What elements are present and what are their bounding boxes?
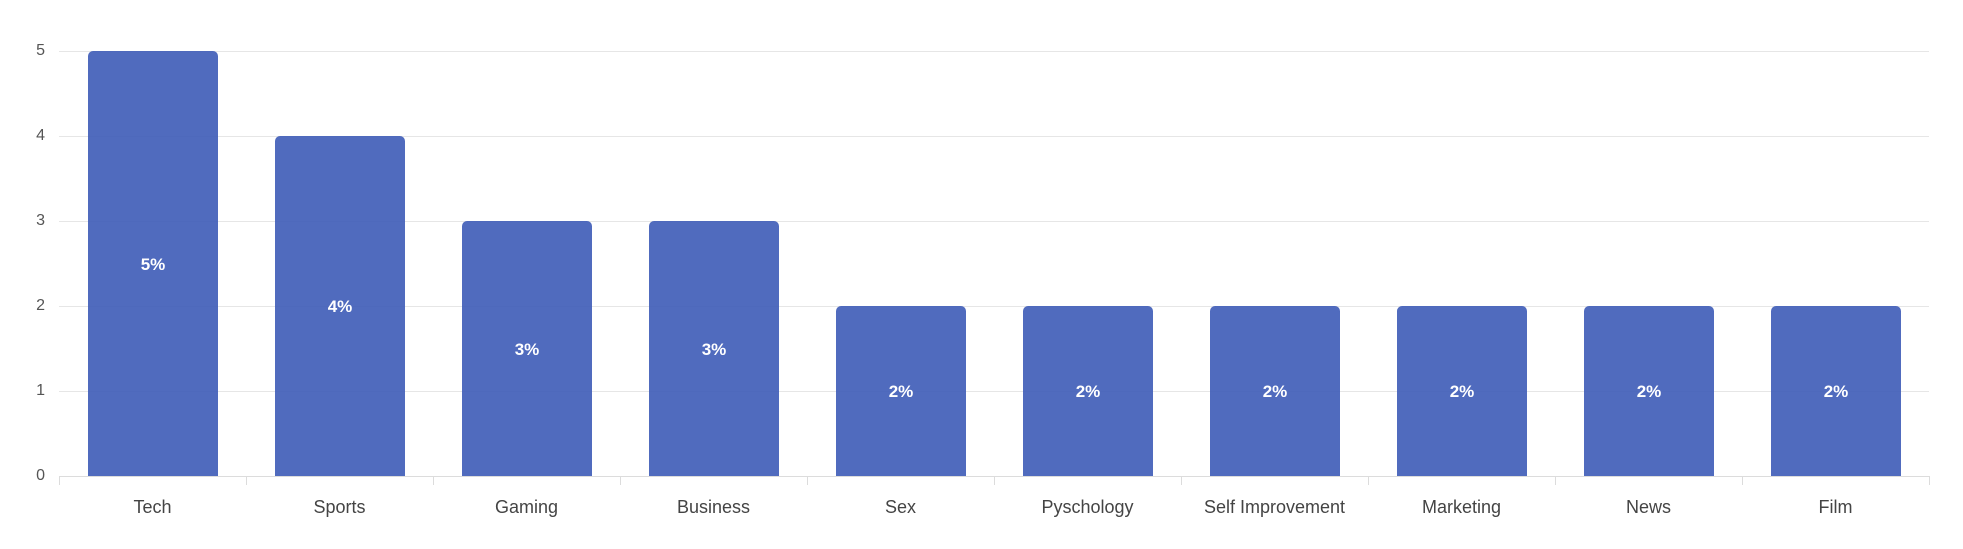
bar-marketing[interactable] xyxy=(1397,306,1527,476)
x-tick-mark xyxy=(807,476,808,485)
x-tick-mark xyxy=(994,476,995,485)
bar-sports[interactable] xyxy=(275,136,405,476)
y-tick-label: 5 xyxy=(36,42,45,59)
bar-self-improvement[interactable] xyxy=(1210,306,1340,476)
gridline xyxy=(59,221,1929,222)
bar-data-label: 2% xyxy=(1075,382,1101,401)
x-tick-mark xyxy=(1368,476,1369,485)
x-tick-mark xyxy=(246,476,247,485)
x-tick-mark xyxy=(59,476,60,485)
y-tick-label: 2 xyxy=(36,297,45,314)
gridline xyxy=(59,51,1929,52)
bar-data-label: 2% xyxy=(1449,382,1475,401)
bar-gaming[interactable] xyxy=(462,221,592,476)
x-category-label: Business xyxy=(676,497,751,517)
x-category-label: Film xyxy=(1818,497,1853,517)
bar-data-label: 5% xyxy=(140,255,166,274)
x-category-label: Pyschology xyxy=(1041,497,1134,517)
x-category-label: Self Improvement xyxy=(1203,497,1346,517)
gridline xyxy=(59,136,1929,137)
gridline xyxy=(59,391,1929,392)
x-tick-mark xyxy=(1929,476,1930,485)
bar-pyschology[interactable] xyxy=(1023,306,1153,476)
bar-film[interactable] xyxy=(1771,306,1901,476)
x-tick-mark xyxy=(1555,476,1556,485)
bar-data-label: 2% xyxy=(1823,382,1849,401)
bar-data-label: 4% xyxy=(327,297,353,316)
y-tick-label: 3 xyxy=(36,212,45,229)
x-category-label: Gaming xyxy=(494,497,559,517)
bar-sex[interactable] xyxy=(836,306,966,476)
x-category-label: Marketing xyxy=(1421,497,1502,517)
bar-data-label: 2% xyxy=(1636,382,1662,401)
bar-data-label: 2% xyxy=(1262,382,1288,401)
y-tick-label: 0 xyxy=(36,467,45,484)
x-tick-mark xyxy=(620,476,621,485)
x-tick-mark xyxy=(1742,476,1743,485)
y-tick-label: 1 xyxy=(36,382,45,399)
x-category-label: Sports xyxy=(313,497,366,517)
bar-data-label: 3% xyxy=(701,340,727,359)
gridline xyxy=(59,306,1929,307)
x-tick-mark xyxy=(433,476,434,485)
bar-tech[interactable] xyxy=(88,51,218,476)
bar-data-label: 2% xyxy=(888,382,914,401)
bar-news[interactable] xyxy=(1584,306,1714,476)
bar-business[interactable] xyxy=(649,221,779,476)
bar-data-label: 3% xyxy=(514,340,540,359)
x-category-label: Sex xyxy=(884,497,917,517)
y-tick-label: 4 xyxy=(36,127,45,144)
x-category-label: Tech xyxy=(133,497,172,517)
x-tick-mark xyxy=(1181,476,1182,485)
x-category-label: News xyxy=(1625,497,1671,517)
